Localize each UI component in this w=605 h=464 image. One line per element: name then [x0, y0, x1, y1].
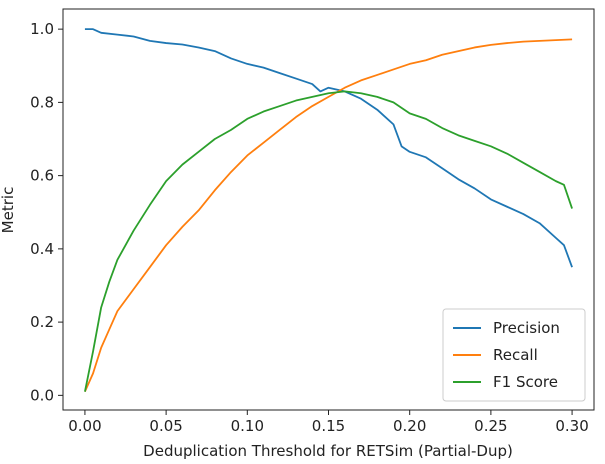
x-axis-title: Deduplication Threshold for RETSim (Part… [143, 442, 513, 460]
y-tick-label: 0.0 [30, 386, 54, 404]
x-tick-label: 0.25 [474, 417, 507, 435]
y-tick-label: 0.8 [30, 93, 54, 111]
legend-label: Recall [493, 346, 538, 364]
x-tick-label: 0.05 [149, 417, 182, 435]
series-line-f1-score [84, 90, 573, 392]
y-axis-title: Metric [0, 187, 17, 234]
x-tick-label: 0.15 [312, 417, 345, 435]
y-tick-label: 0.2 [30, 313, 54, 331]
legend-box [442, 308, 586, 402]
legend: Precision Recall F1 Score [442, 308, 586, 402]
y-tick-label: 1.0 [30, 20, 54, 38]
x-tick-label: 0.00 [68, 417, 101, 435]
legend-label: Precision [493, 319, 560, 337]
x-tick-label: 0.30 [555, 417, 588, 435]
x-tick-label: 0.10 [231, 417, 264, 435]
series-layer [84, 28, 573, 393]
y-tick-label: 0.4 [30, 240, 54, 258]
x-axis: 0.00 0.05 0.10 0.15 0.20 0.25 0.30 [68, 410, 589, 435]
y-axis: 0.0 0.2 0.4 0.6 0.8 1.0 [30, 20, 63, 404]
x-tick-label: 0.20 [393, 417, 426, 435]
series-line-recall [84, 38, 573, 393]
y-tick-label: 0.6 [30, 167, 54, 185]
legend-label: F1 Score [493, 373, 558, 391]
series-line-precision [84, 28, 573, 268]
